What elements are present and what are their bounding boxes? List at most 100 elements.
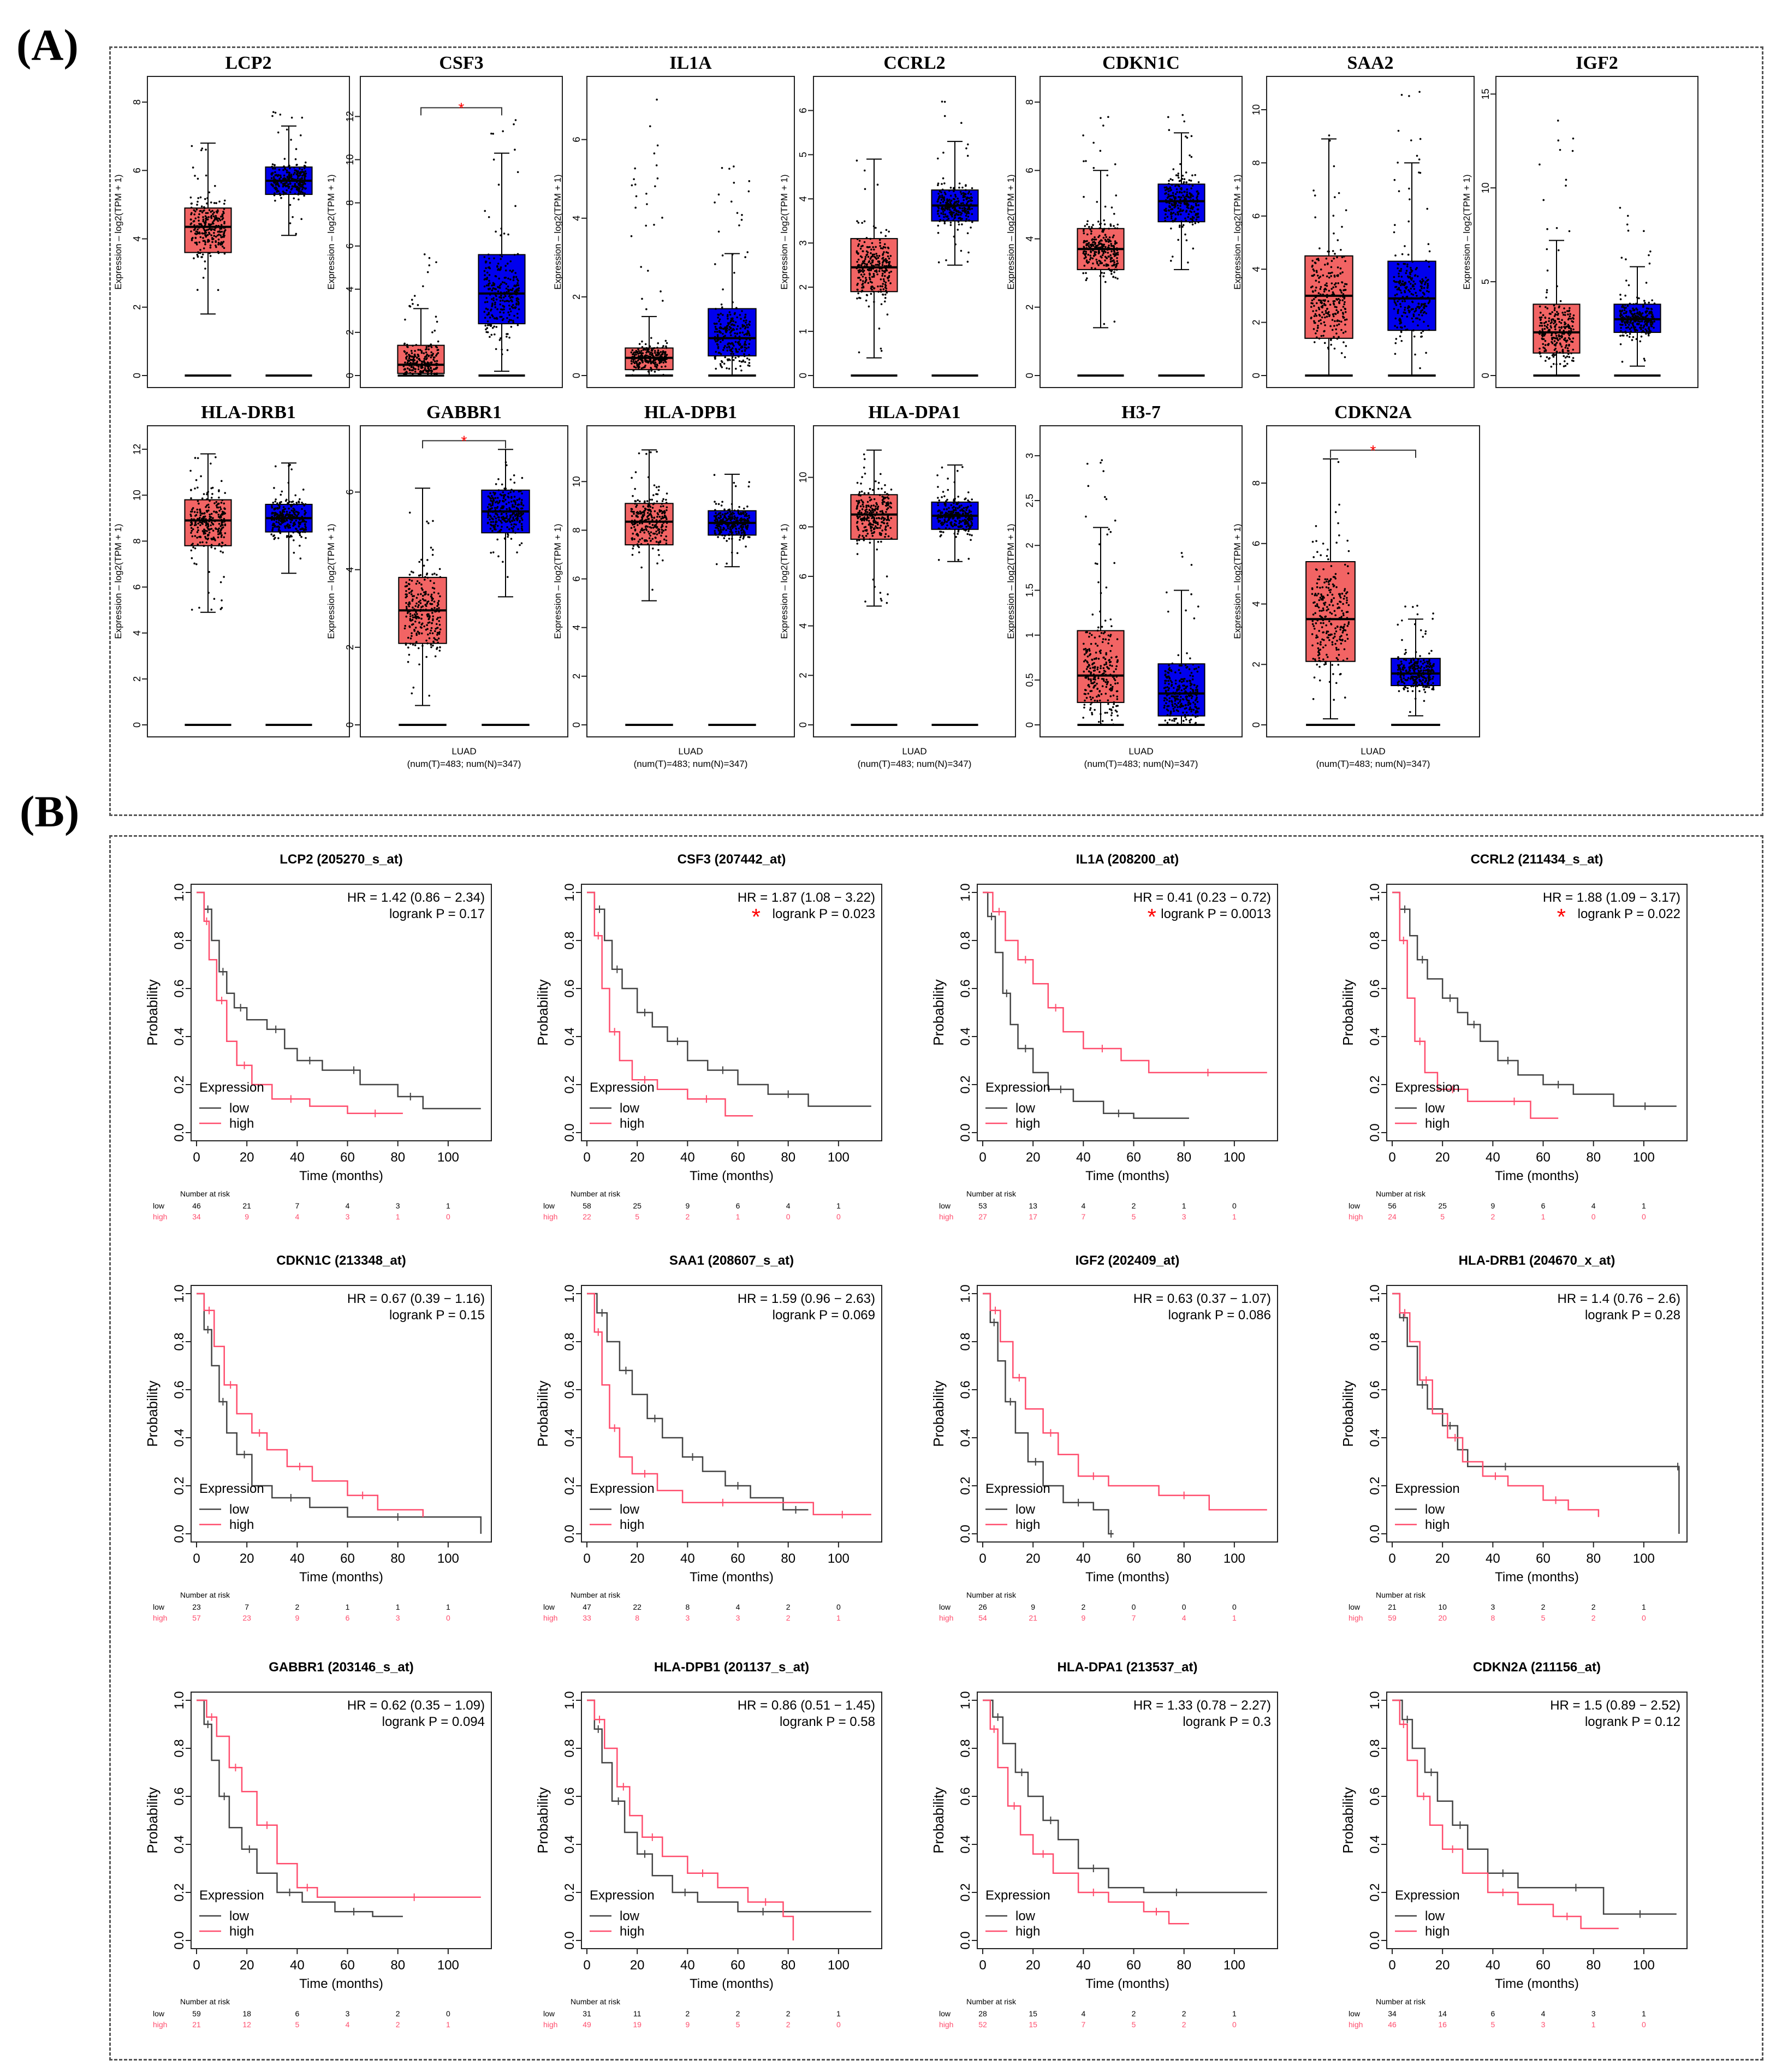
- jitter-point: [1399, 279, 1401, 282]
- jitter-point: [1540, 316, 1543, 319]
- jitter-point: [873, 301, 875, 303]
- jitter-point: [888, 230, 890, 233]
- jitter-point: [513, 496, 516, 498]
- jitter-point: [197, 200, 199, 203]
- jitter-point: [502, 299, 504, 302]
- jitter-point: [1169, 187, 1172, 189]
- jitter-point: [1551, 332, 1553, 335]
- jitter-point: [493, 257, 495, 260]
- jitter-point: [1099, 223, 1101, 225]
- jitter-point: [1164, 189, 1167, 192]
- jitter-point: [1341, 256, 1344, 259]
- jitter-point: [508, 319, 511, 321]
- jitter-point: [273, 194, 276, 197]
- jitter-point: [299, 544, 301, 547]
- jitter-point: [513, 290, 516, 293]
- jitter-point: [223, 247, 225, 249]
- jitter-point: [484, 301, 486, 303]
- jitter-point: [1412, 320, 1414, 323]
- jitter-point: [430, 372, 432, 374]
- jitter-point: [503, 233, 506, 235]
- jitter-point: [1619, 318, 1621, 321]
- jitter-point: [959, 190, 962, 193]
- jitter-point: [278, 501, 281, 504]
- jitter-point: [881, 285, 883, 288]
- jitter-point: [409, 372, 412, 374]
- jitter-point: [1572, 314, 1575, 317]
- jitter-point: [1114, 163, 1116, 165]
- jitter-point: [1554, 328, 1557, 331]
- jitter-point: [720, 327, 722, 330]
- jitter-point: [219, 231, 222, 233]
- jitter-point: [1572, 317, 1574, 319]
- jitter-point: [221, 534, 223, 537]
- jitter-point: [722, 314, 724, 316]
- jitter-point: [1560, 326, 1563, 328]
- jitter-point: [949, 187, 952, 189]
- jitter-point: [872, 267, 875, 270]
- jitter-point: [289, 518, 292, 521]
- jitter-points: [1538, 120, 1575, 368]
- jitter-point: [486, 313, 489, 316]
- jitter-point: [1312, 268, 1315, 271]
- jitter-point: [1109, 223, 1112, 225]
- jitter-point: [1394, 281, 1397, 283]
- jitter-point: [1197, 204, 1200, 206]
- jitter-point: [744, 313, 747, 316]
- jitter-point: [203, 229, 206, 231]
- jitter-point: [505, 283, 508, 285]
- jitter-point: [294, 158, 297, 160]
- jitter-point: [739, 365, 741, 367]
- jitter-point: [194, 236, 197, 239]
- jitter-point: [887, 247, 890, 249]
- jitter-point: [1321, 311, 1323, 313]
- jitter-point: [196, 531, 199, 533]
- jitter-point: [1561, 349, 1564, 351]
- jitter-point: [1424, 276, 1427, 279]
- jitter-point: [660, 360, 662, 362]
- jitter-point: [489, 293, 491, 296]
- jitter-point: [1107, 116, 1109, 118]
- jitter-point: [276, 513, 279, 516]
- jitter-point: [484, 274, 486, 276]
- jitter-point: [286, 128, 288, 131]
- jitter-point: [1092, 141, 1095, 144]
- jitter-point: [970, 203, 972, 206]
- jitter-point: [272, 522, 275, 525]
- jitter-point: [502, 518, 504, 521]
- jitter-point: [880, 288, 882, 291]
- jitter-point: [516, 514, 518, 516]
- jitter-point: [1624, 294, 1626, 297]
- jitter-point: [270, 533, 273, 535]
- jitter-point: [1332, 286, 1334, 289]
- jitter-point: [1416, 154, 1418, 157]
- jitter-point: [727, 324, 729, 327]
- jitter-point: [942, 211, 945, 213]
- jitter-point: [500, 268, 502, 270]
- jitter-point: [859, 279, 862, 281]
- jitter-point: [416, 580, 419, 582]
- jitter-point: [502, 497, 505, 499]
- jitter-point: [224, 523, 227, 526]
- jitter-point: [483, 256, 486, 258]
- jitter-point: [1559, 337, 1561, 340]
- jitter-point: [417, 349, 419, 351]
- jitter-point: [1398, 272, 1400, 275]
- jitter-point: [271, 165, 274, 168]
- jitter-point: [1399, 305, 1402, 308]
- jitter-point: [191, 508, 193, 511]
- jitter-point: [426, 576, 429, 579]
- jitter-point: [939, 202, 942, 204]
- jitter-point: [1328, 276, 1330, 279]
- jitter-point: [1563, 355, 1565, 358]
- jitter-point: [865, 299, 868, 302]
- jitter-point: [885, 287, 888, 290]
- jitter-point: [303, 194, 305, 197]
- jitter-point: [423, 253, 426, 255]
- panel-a-frame: [109, 46, 1763, 816]
- jitter-point: [209, 513, 211, 516]
- jitter-point: [965, 218, 968, 221]
- jitter-point: [1334, 320, 1336, 323]
- jitter-point: [289, 535, 291, 538]
- jitter-point: [1407, 220, 1410, 223]
